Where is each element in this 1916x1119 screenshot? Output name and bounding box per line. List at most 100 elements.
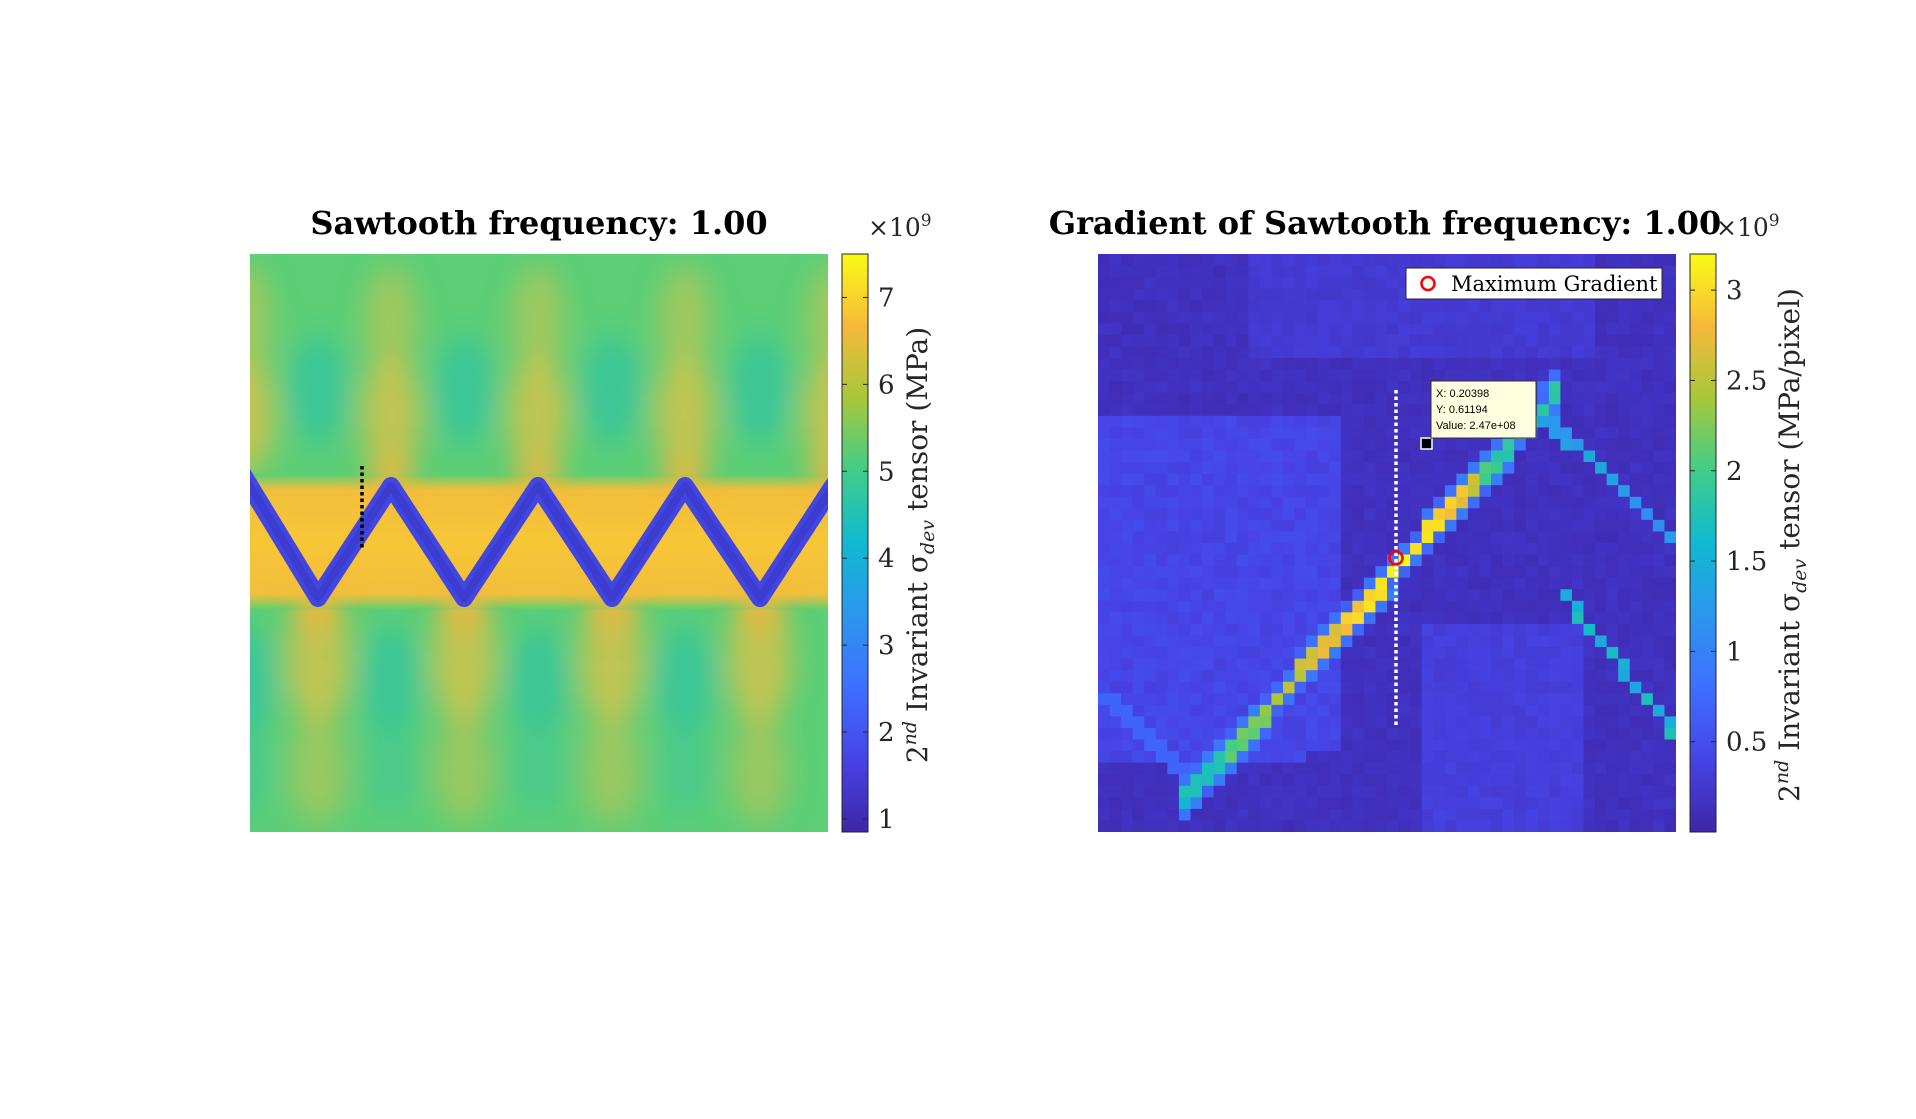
heatmap-cell	[1491, 820, 1503, 832]
heatmap-cell	[1595, 404, 1607, 417]
heatmap-cell	[1629, 785, 1642, 798]
heatmap-cell	[1317, 762, 1330, 775]
heatmap-cell	[1595, 334, 1607, 347]
heatmap-cell	[1467, 369, 1480, 382]
heatmap-cell	[1606, 254, 1619, 266]
heatmap-cell	[1306, 485, 1318, 498]
heatmap-cell	[1398, 693, 1411, 706]
heatmap-cell	[1190, 265, 1203, 278]
heatmap-cell	[1664, 681, 1676, 694]
heatmap-cell	[1259, 566, 1272, 578]
heatmap-cell	[1225, 600, 1238, 613]
heatmap-cell	[1363, 415, 1376, 428]
heatmap-cell	[1629, 334, 1642, 347]
heatmap-cell	[1491, 334, 1503, 347]
heatmap-cell	[1560, 300, 1573, 313]
heatmap-cell	[1098, 727, 1110, 740]
heatmap-cell	[1282, 438, 1295, 451]
heatmap-cell	[1213, 346, 1226, 359]
heatmap-cell	[1398, 566, 1411, 578]
heatmap-cell	[1155, 485, 1168, 498]
heatmap-cell	[1294, 554, 1307, 567]
heatmap-cell	[1190, 415, 1203, 428]
heatmap-cell	[1213, 658, 1226, 671]
heatmap-cell	[1410, 670, 1422, 683]
heatmap-cell	[1456, 519, 1469, 532]
heatmap-cell	[1548, 254, 1561, 266]
heatmap-cell	[1387, 554, 1399, 567]
heatmap-cell	[1548, 566, 1561, 578]
heatmap-cell	[1560, 450, 1573, 463]
heatmap-cell	[1595, 450, 1607, 463]
heatmap-cell	[1225, 519, 1238, 532]
heatmap-cell	[1363, 473, 1376, 486]
heatmap-cell	[1525, 623, 1538, 636]
heatmap-cell	[1502, 566, 1515, 578]
heatmap-cell	[1652, 438, 1665, 451]
heatmap-cell	[1456, 739, 1469, 752]
heatmap-cell	[1387, 670, 1399, 683]
heatmap-cell	[1352, 600, 1365, 613]
heatmap-cell	[1595, 647, 1607, 659]
heatmap-cell	[1375, 323, 1388, 336]
heatmap-cell	[1537, 820, 1550, 832]
heatmap-cell	[1421, 543, 1434, 555]
heatmap-cell	[1329, 635, 1342, 648]
heatmap-cell	[1271, 311, 1284, 324]
heatmap-cell	[1236, 704, 1249, 717]
heatmap-cell	[1479, 519, 1492, 532]
heatmap-cell	[1514, 739, 1527, 752]
heatmap-cell	[1387, 265, 1399, 278]
heatmap-cell	[1571, 392, 1584, 405]
legend[interactable]: Maximum Gradient	[1405, 267, 1663, 300]
heatmap-cell	[1571, 554, 1584, 567]
heatmap-cell	[1178, 635, 1191, 648]
heatmap-cell	[1606, 508, 1619, 521]
heatmap-cell	[1202, 254, 1214, 266]
heatmap-cell	[1306, 450, 1318, 463]
heatmap-cell	[1294, 508, 1307, 521]
heatmap-cell	[1514, 670, 1527, 683]
heatmap-cell	[1306, 508, 1318, 521]
heatmap-cell	[1190, 485, 1203, 498]
heatmap-cell	[1190, 381, 1203, 394]
heatmap-cell	[1571, 415, 1584, 428]
heatmap-cell	[1387, 612, 1399, 625]
heatmap-cell	[1178, 543, 1191, 555]
heatmap-cell	[1306, 716, 1318, 729]
heatmap-cell	[1109, 704, 1122, 717]
heatmap-cell	[1352, 334, 1365, 347]
heatmap-cell	[1282, 600, 1295, 613]
heatmap-cell	[1467, 334, 1480, 347]
heatmap-cell	[1363, 485, 1376, 498]
heatmap-cell	[1178, 600, 1191, 613]
heatmap-cell	[1271, 589, 1284, 602]
heatmap-cell	[1178, 519, 1191, 532]
heatmap-cell	[1236, 554, 1249, 567]
heatmap-cell	[1398, 647, 1411, 659]
heatmap-cell	[1514, 751, 1527, 763]
heatmap-cell	[1294, 658, 1307, 671]
heatmap-cell	[1548, 670, 1561, 683]
heatmap-cell	[1444, 727, 1457, 740]
heatmap-cell	[1144, 554, 1157, 567]
heatmap-cell	[1595, 369, 1607, 382]
heatmap-cell	[1387, 647, 1399, 659]
heatmap-cell	[1421, 774, 1434, 787]
heatmap-cell	[1421, 496, 1434, 509]
heatmap-cell	[1618, 762, 1631, 775]
datatip[interactable]: X: 0.20398 Y: 0.61194 Value: 2.47e+08	[1420, 380, 1537, 450]
heatmap-cell	[1583, 392, 1596, 405]
heatmap-cell	[1421, 346, 1434, 359]
heatmap-cell	[1109, 808, 1122, 821]
heatmap-cell	[1178, 300, 1191, 313]
maximum-gradient-marker[interactable]	[1388, 550, 1404, 566]
heatmap-cell	[1491, 485, 1503, 498]
heatmap-cell	[1479, 727, 1492, 740]
left-colorbar-exponent: ×109	[868, 211, 932, 242]
heatmap-cell	[1121, 323, 1133, 336]
heatmap-cell	[1479, 508, 1492, 521]
heatmap-cell	[1248, 288, 1261, 301]
heatmap-cell	[1595, 623, 1607, 636]
heatmap-cell	[1410, 508, 1422, 521]
